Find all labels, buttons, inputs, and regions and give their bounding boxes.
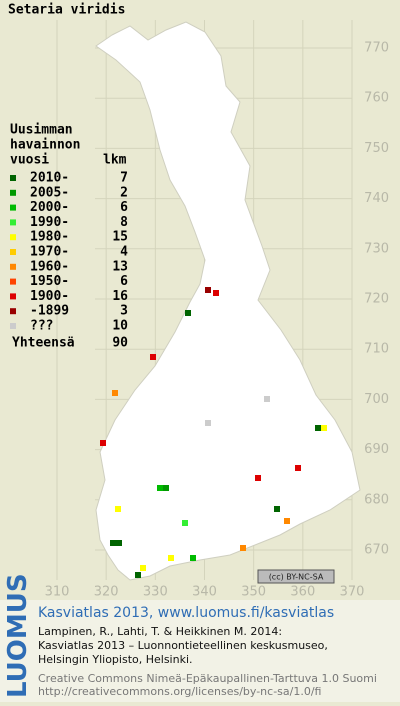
observation-squares — [100, 287, 327, 578]
legend-label: 1950- — [30, 274, 69, 289]
legend-count: 10 — [112, 319, 128, 334]
footer-bg — [0, 600, 400, 702]
legend-label: -1899 — [30, 304, 69, 319]
legend-label: 1970- — [30, 245, 69, 260]
legend-count: 2 — [120, 185, 128, 200]
legend-count: 6 — [120, 274, 128, 289]
square — [255, 475, 261, 481]
legend-heading: vuosi — [10, 153, 49, 168]
grid-label: 320 — [94, 585, 119, 600]
legend-swatch — [10, 189, 16, 196]
license-badge-text: (cc) BY-NC-SA — [269, 573, 324, 582]
grid-label: 360 — [290, 585, 315, 600]
square — [163, 485, 169, 491]
square — [213, 290, 219, 296]
square — [140, 565, 146, 571]
square — [264, 396, 270, 402]
legend-total-label: Yhteensä — [12, 336, 75, 351]
square — [100, 440, 106, 446]
grid-label: 350 — [241, 585, 266, 600]
legend-heading: havainnon — [10, 138, 80, 153]
legend-label: 1990- — [30, 215, 69, 230]
legend-swatch — [10, 263, 16, 270]
square — [182, 520, 188, 526]
footer-headline: Kasviatlas 2013, www.luomus.fi/kasviatla… — [38, 605, 334, 621]
legend-swatch — [10, 308, 16, 315]
grid-label: 710 — [364, 342, 389, 357]
square — [150, 354, 156, 360]
title: Setaria viridis — [8, 3, 125, 18]
square — [116, 540, 122, 546]
grid-label: 340 — [192, 585, 217, 600]
legend-label: 2010- — [30, 171, 69, 186]
legend-count: 16 — [112, 289, 128, 304]
legend-label: 1900- — [30, 289, 69, 304]
legend-label: ??? — [30, 319, 53, 334]
square — [284, 518, 290, 524]
legend-count: 8 — [120, 215, 128, 230]
legend-count-heading: lkm — [103, 153, 127, 168]
legend-count: 7 — [120, 171, 128, 186]
square — [205, 287, 211, 293]
square — [110, 540, 116, 546]
grid-label: 310 — [45, 585, 70, 600]
grid-label: 770 — [364, 41, 389, 56]
legend-count: 3 — [120, 304, 128, 319]
legend-swatch — [10, 323, 16, 329]
license-text: http://creativecommons.org/licenses/by-n… — [38, 685, 321, 698]
square — [205, 420, 211, 426]
legend-swatch — [10, 204, 16, 211]
grid-label: 720 — [364, 292, 389, 307]
legend-count: 13 — [112, 259, 128, 274]
square — [185, 310, 191, 316]
legend-count: 4 — [120, 245, 128, 260]
grid-label: 750 — [364, 141, 389, 156]
square — [135, 572, 141, 578]
citation: Helsingin Yliopisto, Helsinki. — [38, 653, 193, 666]
legend-swatch — [10, 219, 16, 226]
grid-label: 730 — [364, 241, 389, 256]
square — [295, 465, 301, 471]
legend-swatch — [10, 293, 16, 300]
grid-label: 680 — [364, 492, 389, 507]
legend-count: 15 — [112, 230, 128, 245]
square — [115, 506, 121, 512]
square — [168, 555, 174, 561]
legend-label: 1980- — [30, 230, 69, 245]
square — [190, 555, 196, 561]
citation: Kasviatlas 2013 – Luonnontieteellinen ke… — [38, 639, 328, 652]
legend-total: 90 — [112, 336, 128, 351]
legend-swatch — [10, 249, 16, 255]
license-badge — [257, 569, 335, 584]
legend-label: 1960- — [30, 259, 69, 274]
grid-label: 740 — [364, 191, 389, 206]
legend-label: 2005- — [30, 185, 69, 200]
legend-swatch — [10, 175, 16, 181]
grid-label: 330 — [143, 585, 168, 600]
legend: Uusimman havainnon vuosi lkm Yhteensä 90… — [10, 123, 128, 351]
legend-swatch — [10, 278, 16, 285]
square — [315, 425, 321, 431]
grid-label: 370 — [340, 585, 365, 600]
legend-count: 6 — [120, 200, 128, 215]
grid-label: 690 — [364, 442, 389, 457]
grid-label: 760 — [364, 91, 389, 106]
legend-swatch — [10, 234, 16, 241]
license-text: Creative Commons Nimeä-Epäkaupallinen-Ta… — [38, 672, 377, 685]
square — [157, 485, 163, 491]
citation: Lampinen, R., Lahti, T. & Heikkinen M. 2… — [38, 625, 282, 638]
finland-outline — [95, 21, 361, 581]
grid-label: 700 — [364, 392, 389, 407]
square — [321, 425, 327, 431]
square — [274, 506, 280, 512]
logo: LUOMUS — [3, 573, 33, 698]
grid-label: 670 — [364, 543, 389, 558]
legend-label: 2000- — [30, 200, 69, 215]
legend-heading: Uusimman — [10, 123, 73, 138]
square — [112, 390, 118, 396]
square — [240, 545, 246, 551]
